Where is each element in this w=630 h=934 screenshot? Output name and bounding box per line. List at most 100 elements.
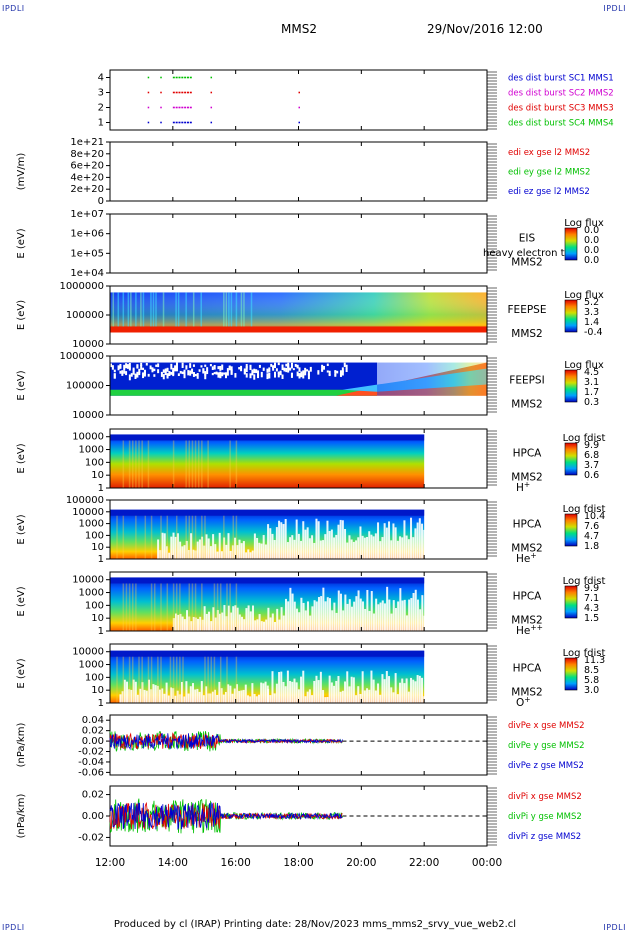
spectrogram-gap	[284, 598, 287, 631]
spectrogram-gap	[253, 374, 256, 380]
spectrogram-gap	[216, 551, 219, 559]
spectrogram-gap	[289, 367, 292, 371]
spectrogram-gap	[374, 690, 377, 703]
spectrogram-gap	[408, 599, 411, 631]
spectrogram-gap	[199, 616, 202, 631]
burst-mark	[186, 121, 189, 124]
spectrogram-gap	[280, 607, 283, 631]
y-tick-label: 1	[98, 698, 104, 709]
spectrogram-gap	[111, 365, 114, 370]
spectrogram-gap	[287, 601, 290, 631]
spectrogram-gap	[276, 608, 279, 631]
colorbar	[564, 513, 578, 547]
spectrogram-gap	[205, 613, 208, 631]
spectrogram-gap	[336, 370, 339, 374]
spectrogram-streak	[166, 583, 169, 631]
spectrogram-gap	[390, 540, 393, 559]
spectrogram-gap	[166, 374, 169, 378]
spectrogram-gap	[366, 688, 369, 703]
spectrogram-gap	[328, 373, 331, 377]
spectrogram-gap	[379, 541, 382, 559]
overview-plot: 1 2 3 4 des dist burst SC1 MMS1 des dist burs…	[16, 69, 614, 869]
spectrogram-gap	[322, 587, 325, 631]
spectrogram-gap	[401, 537, 404, 559]
spectrogram-gap	[337, 524, 340, 559]
spectrogram-gap	[322, 540, 325, 559]
y-tick-label: 2	[98, 103, 104, 114]
spectrogram-gap	[257, 694, 260, 703]
spectrogram-gap	[311, 535, 314, 559]
spectrogram-gap	[159, 550, 162, 559]
spectrogram-gap	[121, 691, 124, 703]
burst-mark	[172, 76, 175, 79]
spectrogram-gap	[403, 683, 406, 703]
spectrogram-gap	[140, 364, 143, 370]
spectrogram-gap	[256, 537, 259, 559]
spectrogram-band	[110, 509, 425, 516]
spectrogram-gap	[119, 370, 122, 374]
spectrogram-gap	[236, 607, 239, 631]
spectrogram-gap	[324, 534, 327, 559]
legend-entry: des dist burst SC3 MMS3	[508, 104, 614, 114]
spectrogram-gap	[410, 517, 413, 559]
spectrogram-gap	[394, 527, 397, 559]
spectrogram-gap	[231, 693, 234, 703]
y-tick-label: 100	[85, 600, 104, 611]
spectrogram-gap	[179, 370, 182, 374]
colorbar-label: 0.6	[584, 470, 599, 481]
spectrogram-gap	[230, 612, 233, 631]
spectrogram-gap	[333, 537, 336, 559]
spectrogram-streak	[175, 515, 178, 559]
spectrogram-gap	[364, 608, 367, 631]
spectrogram-gap	[159, 689, 162, 703]
spectrogram-gap	[113, 373, 116, 379]
spectrogram-gap	[359, 694, 362, 703]
burst-mark	[189, 76, 192, 79]
spectrogram-gap	[289, 681, 292, 703]
spectrogram-gap	[275, 368, 278, 372]
spectrogram-gap	[253, 370, 256, 373]
instrument-label: HPCA	[513, 591, 543, 603]
spectrogram-gap	[377, 683, 380, 703]
time-tick-label: 20:00	[346, 857, 376, 869]
spectrogram-gap	[295, 682, 298, 703]
colorbar-label: 1.8	[584, 541, 599, 552]
spectrogram-gap	[321, 364, 324, 371]
spectrogram-gap	[183, 696, 186, 703]
spectrogram-gap	[228, 366, 231, 370]
spectrogram-gap	[247, 549, 250, 559]
spectrogram-gap	[141, 682, 144, 703]
spectrogram-gap	[224, 372, 227, 379]
spectrogram-gap	[207, 538, 210, 559]
spectrogram-gap	[302, 373, 305, 379]
burst-mark	[160, 76, 162, 79]
spectrogram-gap	[203, 606, 206, 631]
spectrogram-gap	[317, 521, 320, 559]
spectrogram-streak	[175, 656, 178, 703]
spectrogram-gap	[298, 612, 301, 631]
spectrogram-streak	[230, 292, 233, 327]
spectrogram-gap	[142, 372, 145, 379]
spectrogram-band	[110, 577, 425, 584]
spectrogram-gap	[175, 613, 178, 631]
colorbar-label: 3.7	[584, 460, 599, 471]
spectrogram-gap	[245, 552, 248, 559]
spacecraft-label: MMS2	[511, 615, 542, 627]
spectrogram-gap	[304, 370, 307, 376]
spectrogram-gap	[343, 362, 346, 367]
spectrogram-gap	[179, 541, 182, 559]
burst-mark	[186, 91, 189, 94]
spectrogram-gap	[121, 370, 124, 376]
spectrogram-gap	[410, 677, 413, 703]
y-tick-label: 10000	[72, 647, 104, 658]
burst-mark	[160, 91, 162, 94]
spectrogram-gap	[414, 528, 417, 559]
spectrogram-streak	[150, 292, 152, 327]
spectrogram-gap	[148, 679, 151, 703]
spectrogram-gap	[157, 539, 160, 559]
spectrogram-gap	[190, 533, 193, 559]
burst-mark	[181, 106, 184, 109]
spectrogram-streak	[135, 292, 137, 327]
spectrogram-gap	[153, 374, 156, 377]
